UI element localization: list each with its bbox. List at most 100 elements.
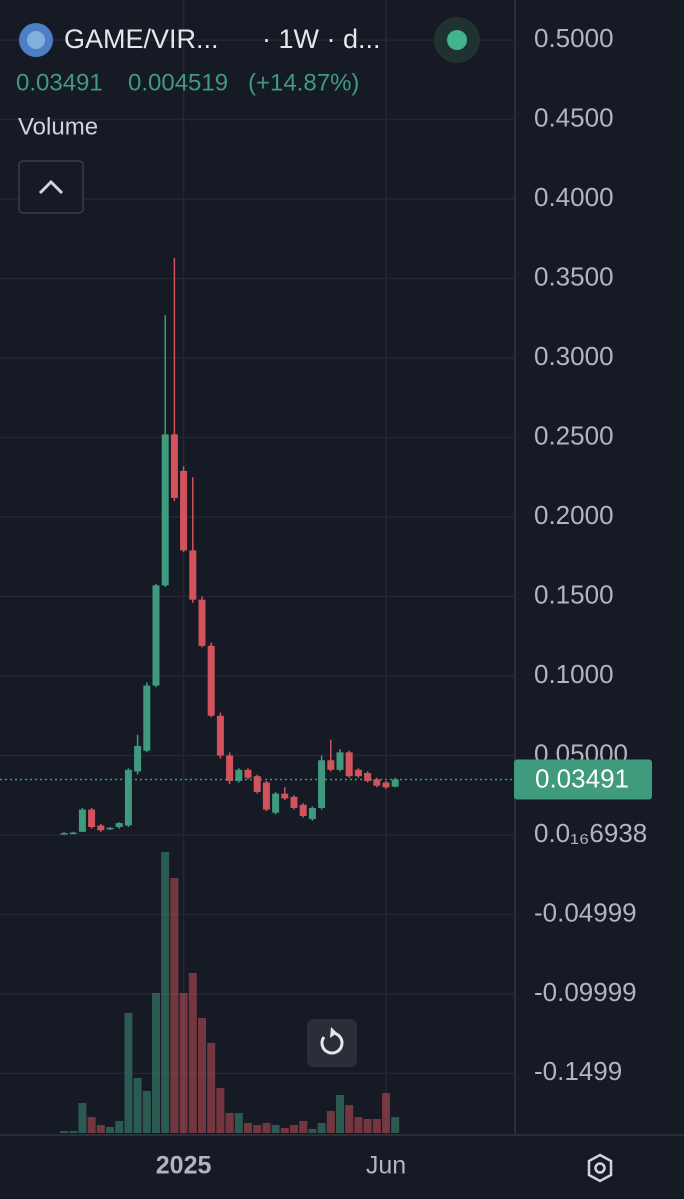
candle-body (308, 807, 316, 820)
y-tick-label: 0.4000 (534, 182, 614, 212)
candle-body (327, 760, 335, 770)
volume-bar (345, 1105, 354, 1133)
candle-body (364, 772, 372, 781)
candle-body (207, 645, 215, 716)
volume-bar (308, 1129, 317, 1133)
volume-bar (87, 1117, 96, 1133)
y-tick-label: -0.1499 (534, 1056, 622, 1086)
volume-bar (290, 1125, 298, 1133)
candle-body (124, 769, 132, 826)
y-tick-label: 0.2000 (534, 500, 614, 530)
candle-body (345, 752, 353, 777)
settings-button[interactable] (587, 1153, 613, 1183)
volume-label: Volume (18, 113, 98, 140)
reset-button[interactable] (307, 1019, 357, 1067)
volume-bar (326, 1111, 335, 1133)
volume-bar (78, 1103, 87, 1133)
volume-bar (96, 1125, 105, 1133)
volume-bar (198, 1018, 206, 1133)
candle-body (336, 752, 344, 770)
candle-body (253, 776, 261, 793)
volume-bar (179, 993, 188, 1133)
candle-body (216, 715, 224, 756)
volume-bar (115, 1121, 124, 1133)
volume-bar (188, 973, 197, 1133)
labels: 0.5000 0.4500 0.4000 0.3500 0.3000 0.2500 0.20… (156, 23, 652, 1180)
volume-bar (336, 1095, 344, 1133)
symbol-icon (27, 31, 45, 49)
candle-body (226, 755, 234, 781)
candle-body (161, 434, 169, 586)
y-tick-label: 0.3500 (534, 261, 614, 291)
candle-body (198, 599, 206, 646)
candle-body (134, 745, 142, 772)
y-tick-label: -0.04999 (534, 897, 637, 927)
candle-body (69, 832, 77, 835)
collapse-icon (38, 179, 64, 195)
volume-bar (170, 878, 179, 1133)
volume-bar (124, 1013, 133, 1133)
change: 0.004519 (128, 69, 228, 96)
reset-icon (320, 1031, 344, 1055)
candle-body (272, 793, 280, 813)
volume-bar (60, 1131, 68, 1133)
status (447, 30, 467, 50)
change-percent: (+14.87%) (248, 69, 359, 96)
volume-bar (391, 1117, 400, 1133)
candle-body (78, 809, 86, 832)
candle-body (180, 470, 188, 551)
volume-bar (225, 1113, 234, 1133)
candle-body (290, 796, 298, 808)
candle-body (391, 779, 399, 787)
volume-bar (271, 1125, 280, 1133)
y-tick-label: 0.4500 (534, 102, 614, 132)
volume-bar (161, 852, 170, 1133)
marks (0, 257, 515, 1133)
volume-bar (382, 1093, 390, 1133)
volume-bar (372, 1119, 381, 1133)
candle-body (235, 769, 243, 781)
candle-body (299, 804, 307, 816)
reset-icon (330, 1027, 337, 1038)
symbol[interactable]: GAME/VIR... (64, 24, 219, 54)
candle-body (88, 809, 96, 828)
volume-bar (299, 1121, 308, 1133)
volume-bar (354, 1117, 363, 1133)
volume-bar (133, 1078, 142, 1133)
candle-body (373, 779, 381, 786)
candle-body (60, 833, 68, 835)
y-tick-label: 0.1500 (534, 579, 614, 609)
volume-bar (207, 1043, 216, 1133)
candle-body (170, 434, 178, 498)
candle-body (354, 769, 362, 777)
y-tick-label: 0.5000 (534, 23, 614, 53)
candle-body (143, 685, 151, 751)
volume-bar (142, 1091, 151, 1133)
y-tick-label: 0.2500 (534, 420, 614, 450)
candle-body (106, 827, 114, 830)
grid (0, 0, 515, 1135)
collapse-button[interactable] (18, 160, 84, 214)
x-tick-label: Jun (366, 1152, 406, 1180)
y-tick-label: 0.0₁₆6938 (534, 818, 647, 848)
volume-bar (253, 1125, 262, 1133)
last-price-label: 0.03491 (535, 763, 629, 793)
volume-bar (317, 1123, 326, 1133)
y-tick-label: -0.09999 (534, 977, 637, 1007)
volume-bar (216, 1088, 225, 1133)
candle-body (152, 585, 160, 686)
y-tick-label: 0.1000 (534, 659, 614, 689)
candle-body (244, 769, 252, 778)
candle-body (318, 760, 326, 808)
y-tick-label: 0.3000 (534, 341, 614, 371)
settings-icon (594, 1162, 606, 1174)
volume-bar (262, 1123, 271, 1133)
volume-bar (152, 993, 160, 1133)
x-tick-label: 2025 (156, 1152, 212, 1180)
volume-bar (106, 1127, 114, 1133)
interval[interactable]: · 1W · d... (262, 24, 381, 54)
candle-body (382, 782, 390, 788)
